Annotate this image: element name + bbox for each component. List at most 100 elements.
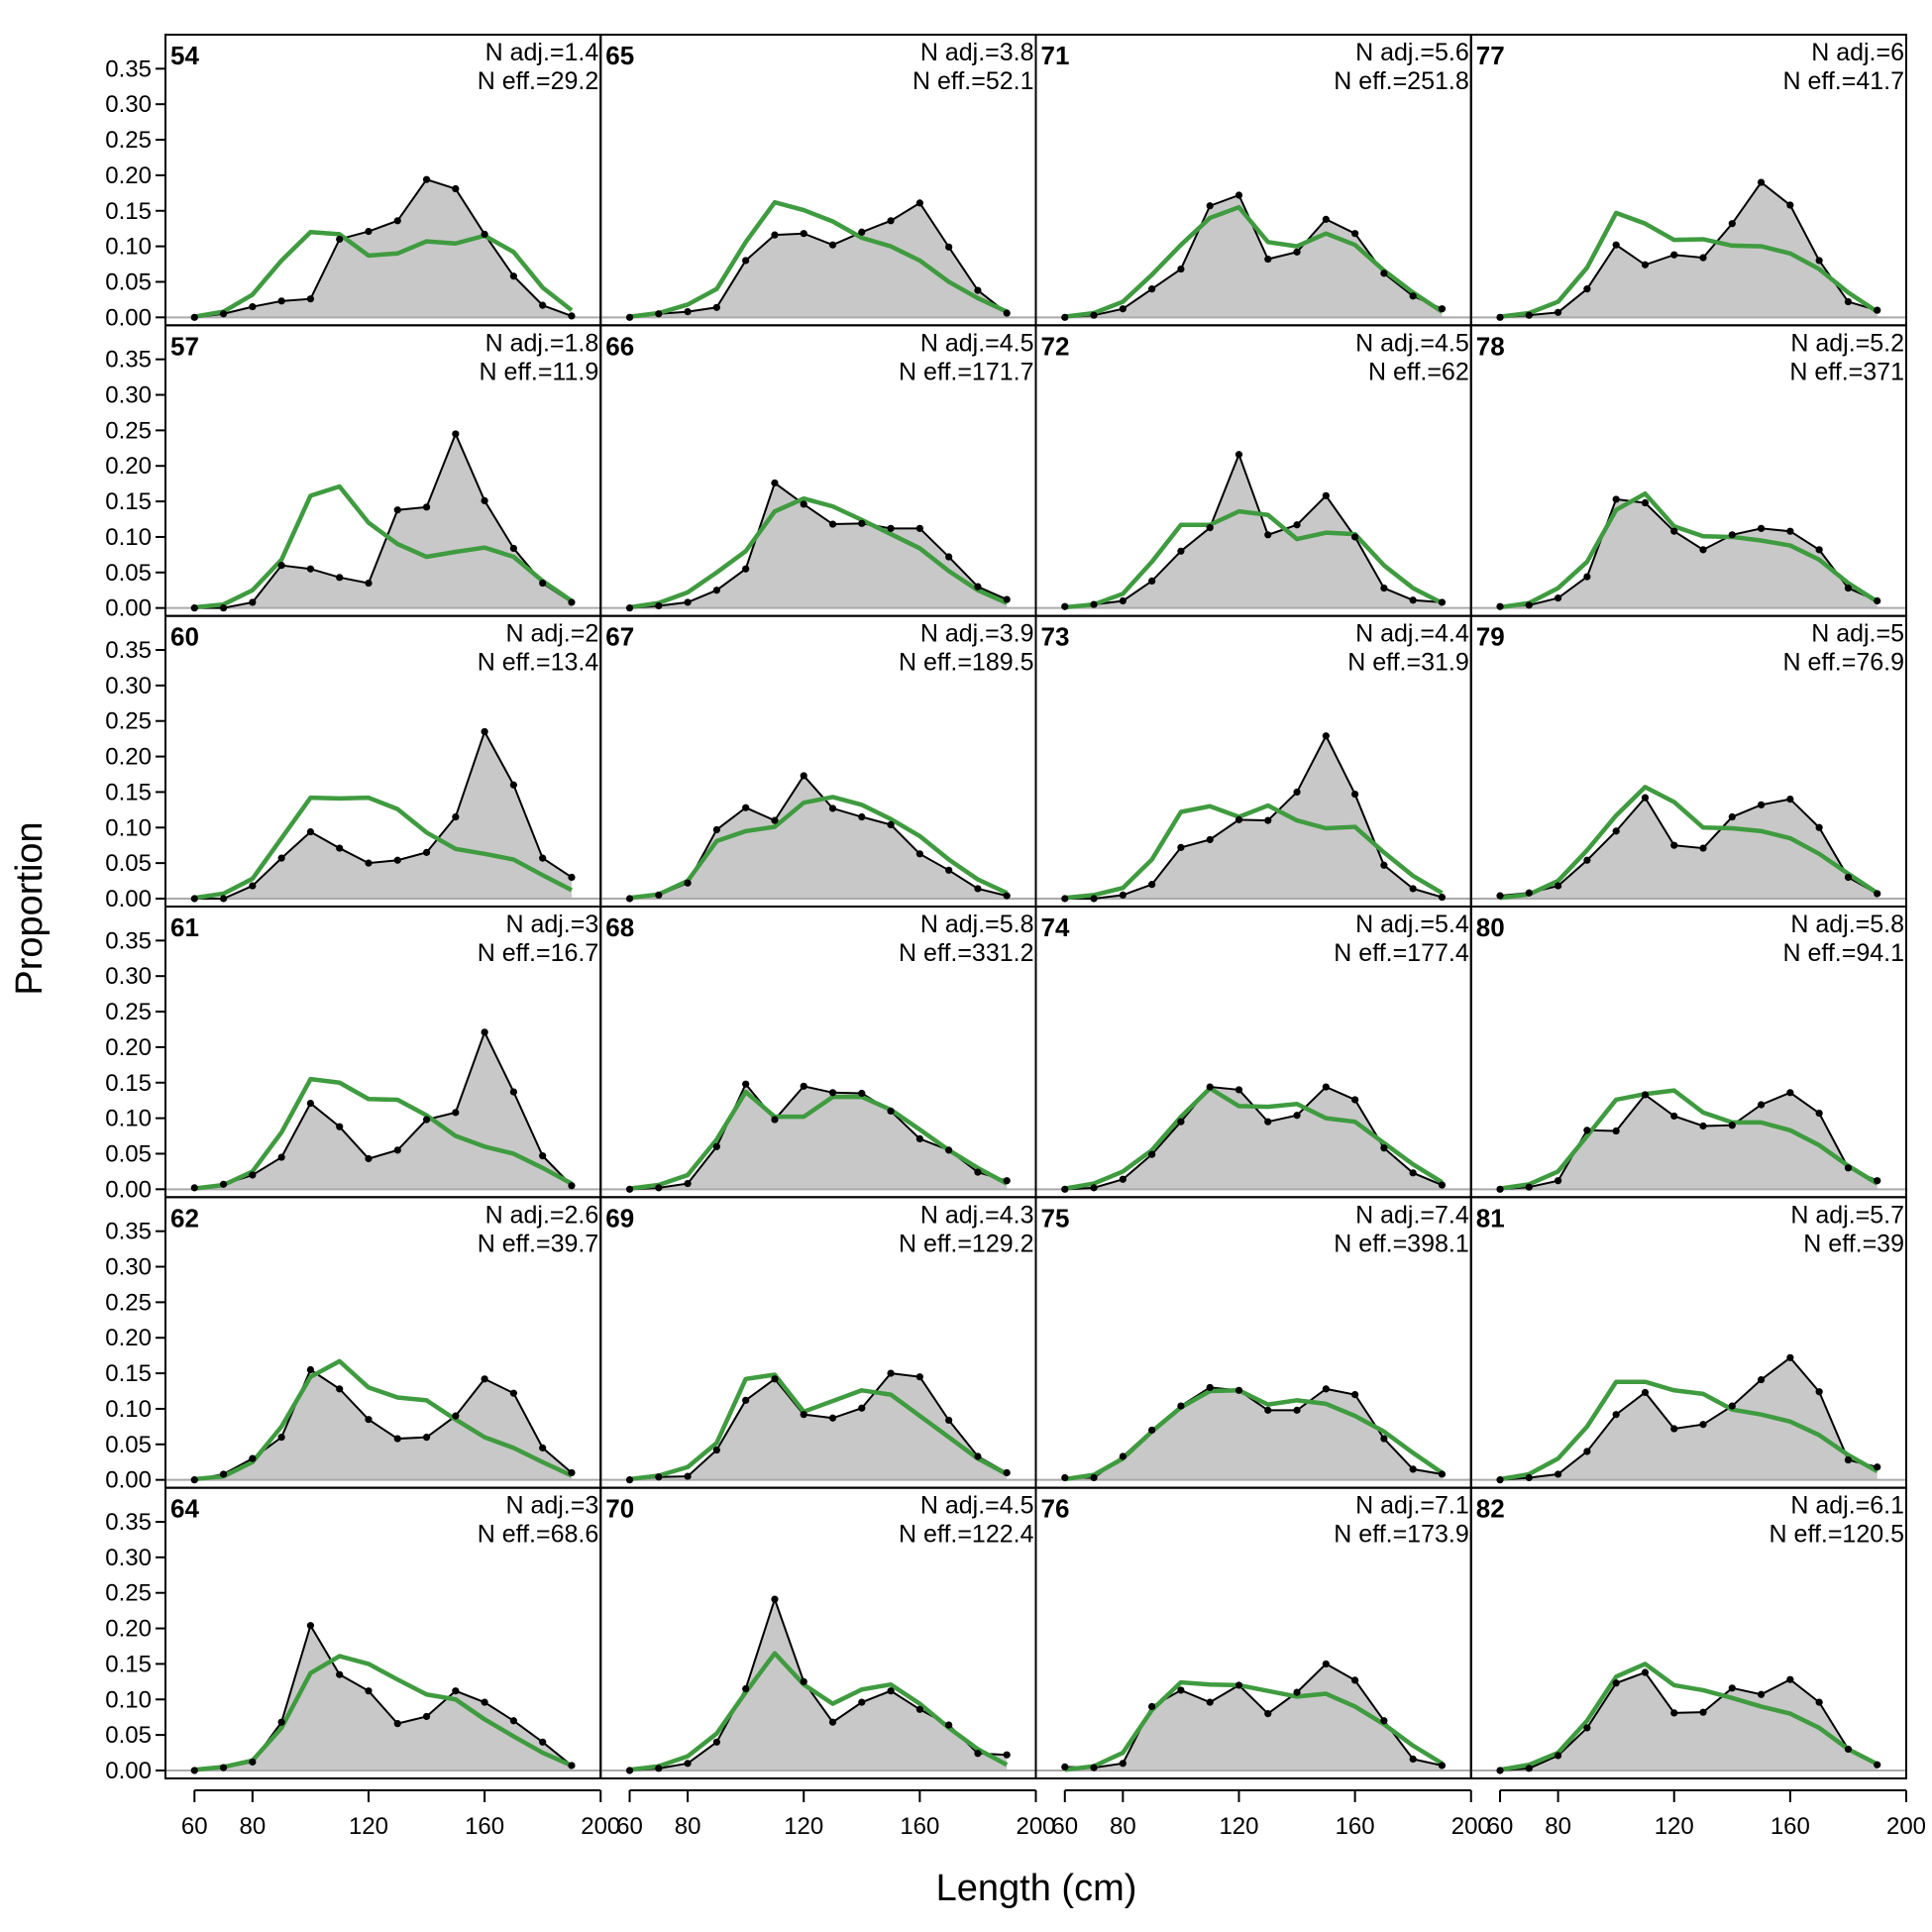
observed-point	[1874, 1463, 1881, 1471]
observed-point	[1728, 1684, 1736, 1692]
expected-line-82	[1499, 1662, 1878, 1772]
y-tick-label: 0.25	[105, 1289, 152, 1316]
observed-point	[249, 882, 257, 890]
observed-point	[1612, 241, 1620, 249]
panel-label: 60	[170, 622, 199, 652]
observed-point	[828, 1718, 837, 1726]
y-tick-label: 0.30	[105, 1545, 152, 1571]
y-tick-label: 0.10	[105, 524, 152, 551]
observed-area-78	[1500, 498, 1878, 608]
observed-point	[1234, 815, 1243, 823]
observed-point	[568, 1762, 576, 1770]
observed-point	[1119, 1452, 1127, 1460]
observed-point	[915, 1373, 923, 1381]
observed-point	[306, 565, 315, 573]
observed-point	[945, 1416, 953, 1425]
observed-point	[771, 1375, 779, 1383]
observed-point	[1409, 596, 1417, 604]
observed-point	[452, 812, 460, 821]
y-tick-label: 0.15	[105, 1070, 152, 1097]
panel-61: 61 N adj.=3N eff.=16.7	[164, 905, 602, 1199]
observed-point	[1525, 311, 1533, 319]
panel-70: 70 N adj.=4.5N eff.=122.4	[599, 1486, 1037, 1779]
observed-point	[828, 241, 837, 249]
observed-point	[539, 301, 547, 309]
observed-point	[249, 1758, 257, 1766]
observed-point	[393, 856, 401, 864]
y-tick-label: 0.05	[105, 560, 152, 587]
observed-point	[1555, 882, 1562, 890]
observed-point	[945, 1146, 953, 1154]
observed-point	[655, 601, 663, 610]
observed-point	[1322, 732, 1330, 740]
panel-76: 76 N adj.=7.1N eff.=173.9	[1034, 1486, 1472, 1779]
observed-point	[219, 310, 228, 318]
observed-point	[1148, 577, 1156, 586]
expected-line-80	[1499, 1088, 1878, 1191]
observed-line-79	[1499, 796, 1878, 898]
observed-line-66	[629, 481, 1008, 609]
n-adj-label: N adj.=3.8	[920, 39, 1034, 66]
n-eff-label: N eff.=41.7	[1782, 67, 1904, 95]
x-tick-label: 120	[349, 1813, 388, 1840]
observed-point	[277, 1434, 285, 1442]
observed-point	[277, 854, 285, 862]
observed-point	[1641, 794, 1650, 802]
observed-point	[336, 235, 344, 244]
observed-point	[249, 1454, 257, 1462]
observed-point	[1757, 1375, 1766, 1384]
observed-point	[915, 850, 923, 858]
observed-point	[684, 879, 692, 887]
x-tick-label: 60	[1487, 1813, 1514, 1840]
observed-point	[1641, 261, 1650, 268]
observed-point	[1786, 527, 1794, 535]
observed-point	[1119, 1175, 1127, 1183]
x-tick-label: 200	[1886, 1813, 1926, 1840]
y-tick-label: 0.25	[105, 417, 152, 444]
panels-layer: 54 N adj.=1.4N eff.=29.257 N adj.=1.8N eff…	[164, 34, 1907, 1779]
observed-point	[1496, 1476, 1504, 1484]
observed-point	[1757, 524, 1766, 532]
observed-point	[945, 1721, 953, 1729]
observed-point	[509, 1389, 518, 1397]
observed-point	[1728, 812, 1736, 821]
y-tick-label: 0.05	[105, 1432, 152, 1458]
observed-point	[858, 812, 866, 821]
observed-point	[1380, 1435, 1388, 1443]
observed-point	[1786, 1353, 1794, 1361]
observed-point	[277, 297, 285, 305]
observed-point	[684, 598, 692, 606]
observed-point	[1061, 895, 1069, 903]
y-tick-label: 0.25	[105, 708, 152, 735]
panel-78: 78 N adj.=5.2N eff.=371	[1469, 324, 1907, 617]
observed-point	[887, 820, 895, 829]
y-tick-label: 0.35	[105, 55, 152, 82]
observed-point	[277, 1153, 285, 1161]
observed-point	[1090, 1184, 1098, 1192]
observed-point	[655, 1184, 663, 1192]
y-tick-label: 0.05	[105, 1140, 152, 1167]
n-adj-label: N adj.=5.8	[1790, 911, 1904, 938]
observed-point	[1322, 491, 1330, 499]
observed-point	[306, 827, 315, 836]
observed-area-67	[629, 775, 1008, 899]
x-tick-label: 60	[1051, 1813, 1078, 1840]
observed-point	[1583, 1448, 1591, 1455]
observed-point	[1351, 533, 1359, 541]
observed-point	[1409, 292, 1417, 300]
observed-point	[625, 895, 634, 903]
observed-point	[1874, 306, 1881, 314]
observed-point	[306, 1099, 315, 1108]
observed-point	[1293, 521, 1301, 529]
panel-74: 74 N adj.=5.4N eff.=177.4	[1034, 905, 1472, 1199]
expected-line-67	[629, 795, 1009, 901]
observed-point	[422, 1434, 431, 1442]
observed-point	[365, 1154, 373, 1163]
observed-point	[858, 519, 866, 527]
observed-point	[1641, 1668, 1650, 1676]
observed-area-69	[629, 1373, 1008, 1480]
x-tick-label: 120	[1655, 1813, 1694, 1840]
observed-point	[219, 604, 228, 612]
n-eff-label: N eff.=331.2	[899, 939, 1033, 967]
expected-line-65	[629, 199, 1009, 319]
